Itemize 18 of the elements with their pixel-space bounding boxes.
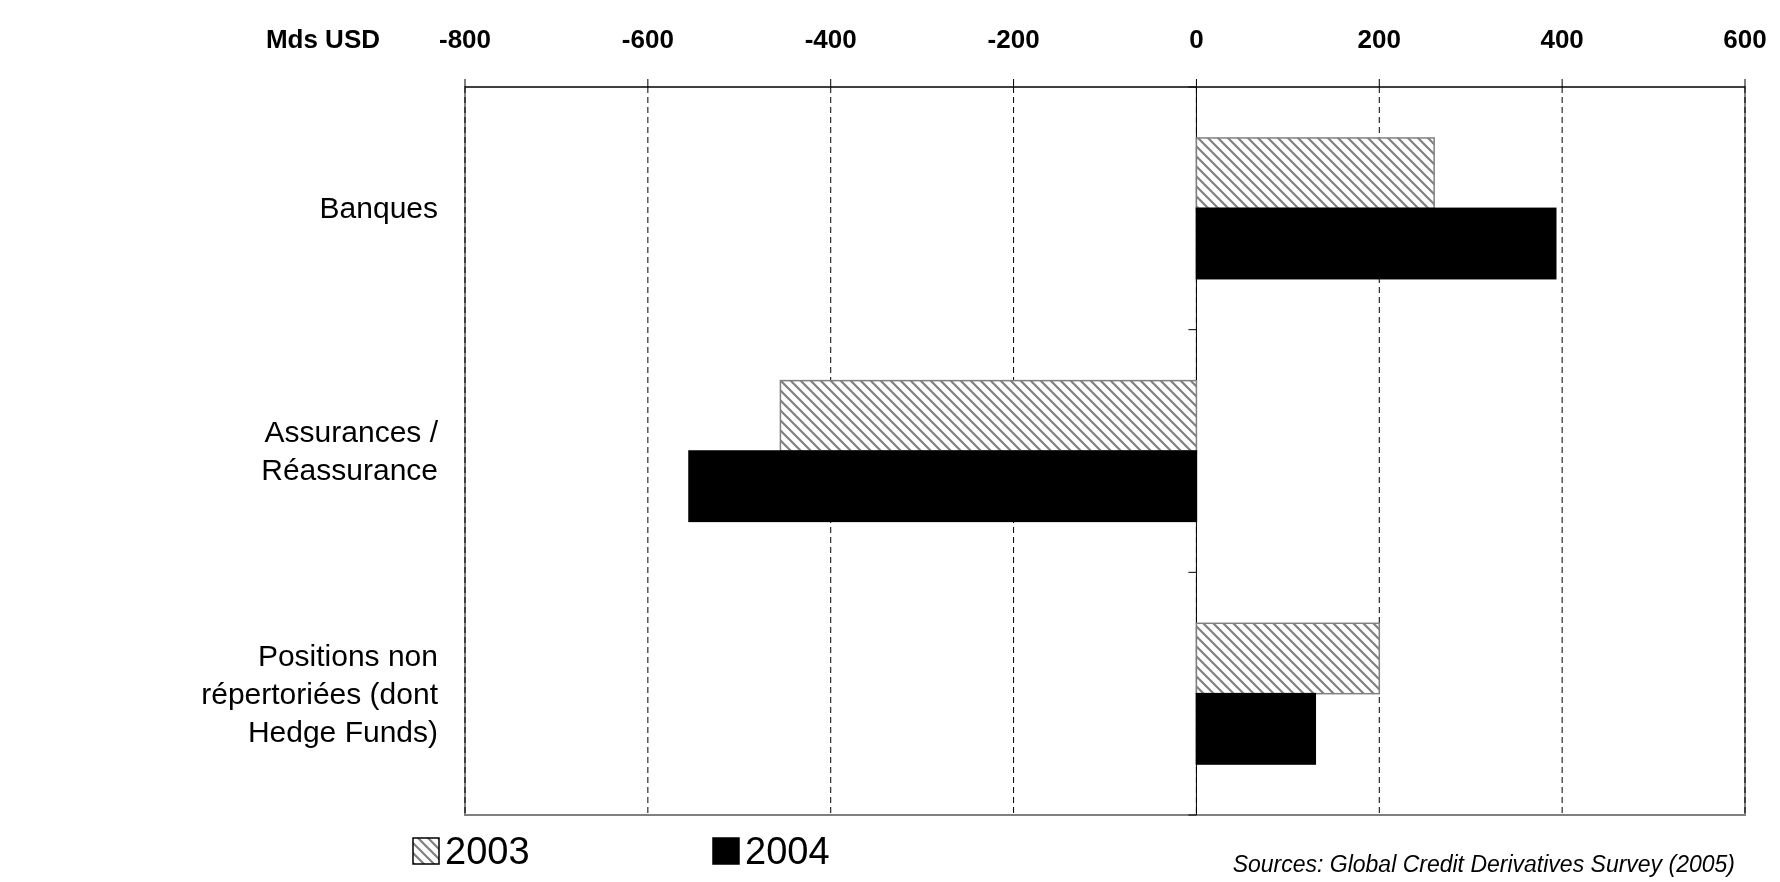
source-note: Sources: Global Credit Derivatives Survey (2005) — [1232, 851, 1735, 877]
x-tick-label: 0 — [1189, 24, 1204, 54]
bar — [779, 379, 1198, 452]
y-tick-label: Banques — [319, 191, 438, 225]
y-tick-label: Positions non répertoriées (dont Hedge Funds) — [201, 638, 439, 748]
x-tick-label: 600 — [1723, 24, 1767, 54]
y-tick-label: Assurances / Réassurance — [261, 415, 439, 486]
bar — [1195, 137, 1435, 210]
bar — [1195, 622, 1381, 695]
legend-label: 2004 — [745, 830, 830, 872]
x-axis-title: Mds USD — [265, 24, 380, 54]
x-tick-label: -800 — [438, 24, 492, 54]
x-tick-label: 400 — [1540, 24, 1584, 54]
x-tick-label: -400 — [804, 24, 857, 54]
x-tick-label: 200 — [1357, 24, 1401, 54]
legend-label: 2003 — [445, 830, 530, 872]
x-tick-label: -600 — [621, 24, 674, 54]
x-tick-label: -200 — [987, 24, 1040, 54]
